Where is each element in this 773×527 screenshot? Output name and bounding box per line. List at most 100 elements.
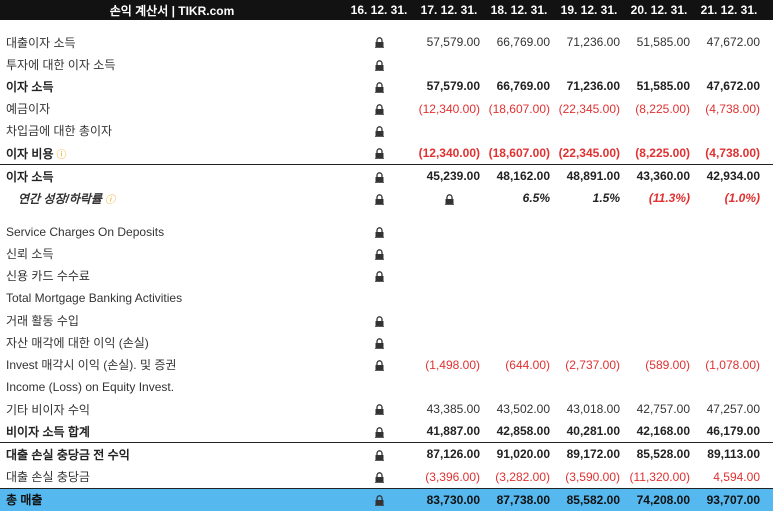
value-cell: 51,585.00 xyxy=(636,79,690,94)
table-row[interactable]: 이자 소득 57,579.00 66,769.00 71,236.00 51,585.0… xyxy=(0,75,773,97)
row-label-text: 대출 손실 충당금 xyxy=(6,470,90,485)
row-label: 대출 손실 충당금 전 수익 xyxy=(0,446,344,463)
value-cell: (8,225.00) xyxy=(635,146,690,161)
row-label-text: 신뢰 소득 xyxy=(6,247,54,262)
lock-icon[interactable] xyxy=(444,193,454,205)
table-row[interactable]: 예금이자 (12,340.00) (18,607.00) (22,345.00) (8,… xyxy=(0,98,773,120)
row-label-text: 투자에 대한 이자 소득 xyxy=(6,57,116,72)
lock-icon[interactable] xyxy=(374,404,384,416)
lock-icon[interactable] xyxy=(374,81,384,93)
value-cell: 51,585.00 xyxy=(636,35,690,50)
lock-icon[interactable] xyxy=(374,104,384,115)
lock-icon[interactable] xyxy=(374,271,384,283)
lock-icon[interactable] xyxy=(374,426,384,438)
value-cell: 42,757.00 xyxy=(636,402,690,417)
value-cell: 74,208.00 xyxy=(636,492,690,507)
lock-icon[interactable] xyxy=(374,148,384,160)
locked-cell xyxy=(344,358,414,372)
row-label-text: 연간 성장/하락률 xyxy=(18,191,102,206)
table-row[interactable]: 연간 성장/하락률 ⓘ 6.5% 1.5% (11.3%) (1.0%) xyxy=(0,187,773,209)
table-row[interactable]: 신뢰 소득 xyxy=(0,243,773,265)
table-row[interactable]: 대출 손실 충당금 (3,396.00) (3,282.00) (3,590.00) (… xyxy=(0,466,773,488)
table-row[interactable]: 이자 비용 ⓘ (12,340.00) (18,607.00) (22,345.00) (… xyxy=(0,142,773,164)
value-cell: 57,579.00 xyxy=(426,35,480,50)
value-cell: (2,737.00) xyxy=(565,357,620,372)
table-row[interactable]: 차입금에 대한 총이자 xyxy=(0,120,773,142)
value-cell: (22,345.00) xyxy=(558,146,620,161)
year-header[interactable]: 19. 12. 31. xyxy=(560,3,618,17)
value-cell: (644.00) xyxy=(505,357,550,372)
year-header[interactable]: 17. 12. 31. xyxy=(420,3,478,17)
table-row[interactable]: 기타 비이자 수익 43,385.00 43,502.00 43,018.00 42,7… xyxy=(0,398,773,420)
row-label: 대출 손실 충당금 xyxy=(0,468,344,485)
table-row[interactable]: Income (Loss) on Equity Invest. xyxy=(0,376,773,398)
lock-icon[interactable] xyxy=(374,495,384,507)
value-cell: 66,769.00 xyxy=(496,79,550,94)
locked-cell xyxy=(344,124,414,138)
row-label: Income (Loss) on Equity Invest. xyxy=(0,380,344,394)
value-cell: 57,579.00 xyxy=(426,79,480,94)
row-label-text: Service Charges On Deposits xyxy=(6,224,165,239)
info-icon[interactable]: ⓘ xyxy=(104,194,115,206)
table-row[interactable]: 이자 소득 45,239.00 48,162.00 48,891.00 43,360.0… xyxy=(0,164,773,187)
locked-cell xyxy=(344,35,414,49)
value-cell: 42,858.00 xyxy=(496,424,550,439)
row-label-text: Income (Loss) on Equity Invest. xyxy=(6,379,175,394)
table-row[interactable]: Invest 매각시 이익 (손실). 및 증권 (1,498.00) (644.0… xyxy=(0,354,773,376)
lock-icon[interactable] xyxy=(374,449,384,461)
value-cell: 43,018.00 xyxy=(566,402,620,417)
value-cell xyxy=(414,191,484,205)
lock-icon[interactable] xyxy=(374,171,384,183)
lock-icon[interactable] xyxy=(374,193,384,205)
lock-icon[interactable] xyxy=(374,472,384,483)
row-label: 예금이자 xyxy=(0,100,344,117)
row-label-text: 대출이자 소득 xyxy=(6,35,76,50)
value-cell: 89,113.00 xyxy=(707,447,760,462)
value-cell: 85,582.00 xyxy=(566,492,620,507)
lock-icon[interactable] xyxy=(374,338,384,349)
info-icon[interactable]: ⓘ xyxy=(56,149,67,161)
lock-icon[interactable] xyxy=(374,315,384,327)
value-cell: 93,707.00 xyxy=(706,492,760,507)
table-row[interactable]: 대출이자 소득 57,579.00 66,769.00 71,236.00 51,585… xyxy=(0,31,773,53)
locked-cell xyxy=(344,169,414,183)
income-statement-table: 손익 계산서 | TIKR.com 16. 12. 31. 17. 12. 31… xyxy=(0,0,773,511)
table-row[interactable]: 대출 손실 충당금 전 수익 87,126.00 91,020.00 89,172.0… xyxy=(0,442,773,465)
table-row[interactable]: 총 매출 83,730.00 87,738.00 85,582.00 74,208.00… xyxy=(0,487,773,511)
value-cell: 42,168.00 xyxy=(636,424,690,439)
table-row[interactable]: Service Charges On Deposits xyxy=(0,221,773,243)
locked-cell xyxy=(344,336,414,350)
value-cell: (3,590.00) xyxy=(565,469,620,484)
section-spacer xyxy=(0,210,773,221)
lock-icon[interactable] xyxy=(374,59,384,71)
row-label: 투자에 대한 이자 소득 xyxy=(0,56,344,73)
row-label: 거래 활동 수입 xyxy=(0,312,344,329)
lock-icon[interactable] xyxy=(374,227,384,238)
table-row[interactable]: 자산 매각에 대한 이익 (손실) xyxy=(0,331,773,353)
value-cell: 83,730.00 xyxy=(426,492,480,507)
lock-icon[interactable] xyxy=(374,126,384,138)
table-row[interactable]: 비이자 소득 합계 41,887.00 42,858.00 40,281.00 42,1… xyxy=(0,420,773,442)
table-row[interactable]: 신용 카드 수수료 xyxy=(0,265,773,287)
year-header[interactable]: 20. 12. 31. xyxy=(630,3,688,17)
value-cell: (1,498.00) xyxy=(425,357,480,372)
row-label-text: 차입금에 대한 총이자 xyxy=(6,124,113,139)
lock-icon[interactable] xyxy=(374,37,384,49)
year-header[interactable]: 16. 12. 31. xyxy=(350,3,408,17)
table-header: 손익 계산서 | TIKR.com 16. 12. 31. 17. 12. 31… xyxy=(0,0,773,20)
locked-cell xyxy=(344,269,414,283)
value-cell: 46,179.00 xyxy=(706,424,760,439)
locked-cell xyxy=(344,79,414,93)
year-header[interactable]: 18. 12. 31. xyxy=(490,3,548,17)
table-row[interactable]: 거래 활동 수입 xyxy=(0,309,773,331)
locked-cell xyxy=(344,146,414,160)
value-cell: 91,020.00 xyxy=(496,447,550,462)
table-row[interactable]: 투자에 대한 이자 소득 xyxy=(0,53,773,75)
year-header[interactable]: 21. 12. 31. xyxy=(700,3,758,17)
row-label: 연간 성장/하락률 ⓘ xyxy=(0,190,344,207)
locked-cell xyxy=(344,493,414,507)
table-row[interactable]: Total Mortgage Banking Activities xyxy=(0,287,773,309)
lock-icon[interactable] xyxy=(374,360,384,372)
lock-icon[interactable] xyxy=(374,249,384,261)
value-cell: 47,672.00 xyxy=(706,35,760,50)
